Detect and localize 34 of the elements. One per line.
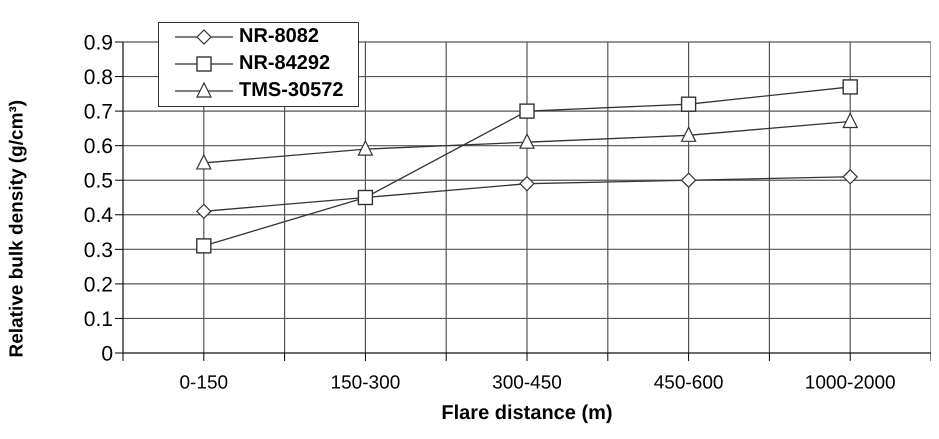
y-tick-label: 0.1	[84, 308, 113, 331]
x-tick-label: 150-300	[330, 372, 400, 394]
point	[681, 172, 696, 188]
y-tick-label: 0.6	[84, 135, 113, 158]
x-tick-label: 0-150	[179, 372, 228, 394]
point	[519, 134, 535, 149]
point	[842, 112, 858, 128]
y-tick-label: 0.4	[84, 204, 114, 228]
y-tick-label: 0	[101, 342, 113, 366]
y-tick-label: 0.2	[84, 273, 113, 296]
point	[358, 190, 374, 206]
y-axis-title: Relative bulk density (g/cm³)	[6, 100, 28, 358]
x-tick-label: 300-450	[492, 372, 562, 394]
legend-label: TMS-30572	[239, 79, 344, 102]
point	[196, 204, 212, 219]
point	[196, 154, 212, 170]
legend-label: NR-84292	[239, 52, 330, 75]
y-tick-label: 0.9	[84, 31, 113, 54]
point	[519, 176, 535, 192]
legend-label: NR-8082	[239, 25, 320, 48]
point	[680, 96, 696, 112]
y-tick-label: 0.7	[84, 100, 113, 124]
y-tick-label: 0.3	[84, 238, 113, 262]
point	[842, 169, 858, 184]
point	[519, 103, 535, 119]
point	[842, 79, 858, 95]
point	[358, 140, 373, 156]
point	[681, 126, 696, 142]
y-tick-label: 0.5	[84, 170, 113, 193]
x-tick-label: 1000-2000	[804, 372, 896, 394]
point	[196, 238, 212, 254]
x-axis-title: Flare distance (m)	[441, 402, 613, 424]
y-tick-label: 0.8	[84, 66, 113, 90]
x-tick-label: 450-600	[654, 372, 724, 394]
